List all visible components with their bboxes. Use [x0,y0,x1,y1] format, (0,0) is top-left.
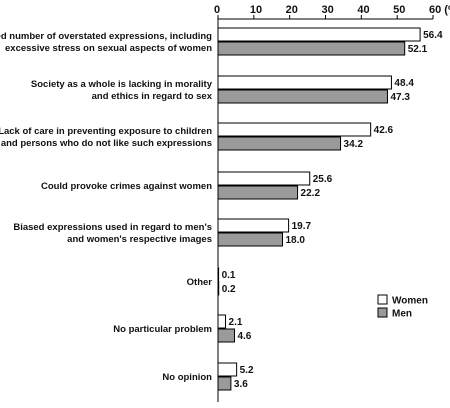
legend-swatch-women [377,294,388,305]
value-label-men-2: 34.2 [344,139,364,150]
category-label-5-0: Other [187,277,213,288]
category-label-6-0: No particular problem [113,324,212,335]
bar-women-0 [217,27,421,42]
x-tick-label-2: 20 [286,4,298,16]
x-tick-label-4: 40 [357,4,369,16]
value-label-women-0: 56.4 [423,30,443,41]
category-label-0-0: Marked number of overstated expressions,… [0,31,212,42]
category-label-4-0: Biased expressions used in regard to men… [13,222,212,233]
x-tick-label-5: 50 [393,4,405,16]
value-label-women-1: 48.4 [394,78,414,89]
bar-men-3 [217,185,299,200]
bar-women-4 [217,218,290,233]
bar-men-5 [217,281,220,296]
value-label-men-4: 18.0 [286,235,306,246]
bar-women-7 [217,362,238,377]
bar-women-5 [217,267,220,282]
category-label-2-1: and persons who do not like such express… [1,138,212,149]
category-label-3-0: Could provoke crimes against women [41,181,212,192]
bar-men-1 [217,89,388,104]
legend-label-men: Men [392,309,412,320]
value-label-men-0: 52.1 [408,44,428,55]
legend-label-women: Women [392,296,428,307]
category-label-1-1: and ethics in regard to sex [92,91,213,102]
category-label-4-1: and women's respective images [67,234,212,245]
bar-men-2 [217,136,342,151]
value-label-men-6: 4.6 [237,331,251,342]
bar-women-3 [217,171,311,186]
value-label-men-1: 47.3 [390,92,410,103]
value-label-men-7: 3.6 [234,379,248,390]
bar-men-6 [217,328,235,343]
axis-layer: 0 10 20 30 40 50 60 (%) [214,4,450,402]
bar-women-2 [217,122,372,137]
legend-swatch-men [377,307,388,318]
bar-women-1 [217,75,392,90]
category-label-7-0: No opinion [162,372,212,383]
value-label-women-2: 42.6 [374,125,394,136]
category-label-0-1: excessive stress on sexual aspects of wo… [5,43,212,54]
value-label-women-5: 0.1 [222,270,236,281]
bar-men-4 [217,232,283,247]
value-label-men-3: 22.2 [301,188,321,199]
category-label-2-0: Lack of care in preventing exposure to c… [0,126,212,137]
labels-layer: Marked number of overstated expressions,… [0,30,443,390]
value-label-men-5: 0.2 [222,284,236,295]
x-tick-label-1: 10 [250,4,262,16]
bar-women-6 [217,314,227,329]
x-tick-label-3: 30 [322,4,334,16]
bars-layer [217,27,421,391]
value-label-women-3: 25.6 [313,174,333,185]
value-label-women-6: 2.1 [229,317,243,328]
category-label-1-0: Society as a whole is lacking in moralit… [31,79,213,90]
value-label-women-7: 5.2 [240,365,254,376]
value-label-women-4: 19.7 [292,221,312,232]
bar-men-0 [217,41,406,56]
bar-men-7 [217,376,232,391]
legend: Women Men [377,294,428,320]
x-tick-label-6: 60 (%) [429,4,450,16]
x-tick-label-0: 0 [214,4,220,16]
